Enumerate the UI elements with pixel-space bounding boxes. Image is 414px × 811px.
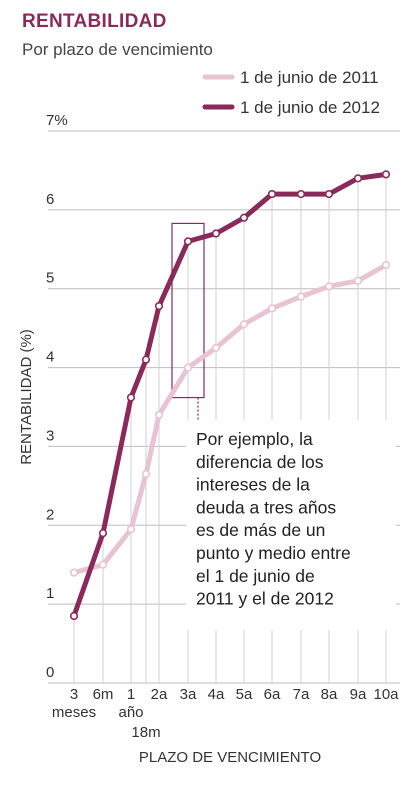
data-point — [353, 174, 363, 183]
data-point — [211, 343, 221, 352]
y-tick-label: 4 — [46, 349, 54, 366]
data-point — [141, 469, 151, 479]
data-point — [183, 237, 193, 246]
x-tick-label: 5a — [236, 686, 253, 703]
data-point — [98, 560, 108, 569]
x-tick-label: 3 — [70, 686, 78, 703]
x-tick-label: 4a — [208, 686, 225, 703]
data-point — [324, 282, 334, 291]
annotation-box — [186, 420, 396, 630]
data-point — [141, 355, 151, 364]
series-lines — [69, 170, 391, 621]
data-point — [239, 213, 249, 222]
data-point — [126, 393, 136, 402]
x-tick-label: 1 — [127, 686, 135, 703]
annotation-line: 2011 y el de 2012 — [196, 589, 334, 609]
x-tick-label: 6m — [93, 686, 114, 703]
data-point — [154, 301, 164, 311]
x-axis-title: PLAZO DE VENCIMIENTO — [139, 749, 321, 766]
x-tick-label: 7a — [293, 686, 310, 703]
data-point — [267, 304, 277, 313]
highlight-box — [171, 222, 205, 422]
annotation-line: deuda a tres años — [196, 497, 336, 517]
data-point — [267, 189, 277, 199]
axis-titles: RENTABILIDAD (%) PLAZO DE VENCIMIENTO — [18, 329, 321, 766]
annotation-line: es de más de un — [196, 520, 325, 540]
data-point — [296, 292, 306, 301]
annotation-line: Por ejemplo, la — [196, 429, 313, 449]
x-tick-label: 9a — [350, 686, 367, 703]
annotation-line: el 1 de junio de — [196, 566, 315, 586]
legend: 1 de junio de 2011 1 de junio de 2012 — [202, 68, 380, 117]
y-axis-title: RENTABILIDAD (%) — [18, 329, 35, 465]
annotation-line: diferencia de los — [196, 452, 324, 472]
x-tick-label: año — [118, 704, 143, 721]
y-tick-label: 0 — [46, 664, 54, 681]
data-point — [69, 611, 79, 621]
x-tick-label: 8a — [321, 686, 338, 703]
x-tick-label: 10a — [373, 686, 399, 703]
annotation-line: punto y medio entre — [196, 543, 351, 563]
annotation-text: Por ejemplo, la diferencia de los interese… — [196, 429, 351, 609]
highlight-rect — [171, 222, 205, 399]
x-tick-label: 3a — [180, 686, 197, 703]
chart-subtitle: Por plazo de vencimiento — [22, 40, 213, 59]
data-point — [381, 260, 391, 270]
data-point — [183, 363, 193, 372]
chart-title: RENTABILIDAD — [22, 11, 167, 32]
x-tick-label: 6a — [264, 686, 281, 703]
data-point — [381, 170, 391, 179]
data-point — [126, 525, 136, 534]
legend-label: 1 de junio de 2011 — [240, 68, 379, 87]
x-tick-label: 2a — [151, 686, 168, 703]
data-point — [154, 410, 164, 419]
y-tick-label: 3 — [46, 427, 54, 444]
data-point — [211, 229, 221, 238]
data-point — [98, 529, 108, 538]
x-tick-label: meses — [52, 704, 96, 721]
annotation-line: intereses de la — [196, 475, 310, 495]
data-point — [324, 189, 334, 199]
y-tick-label: 6 — [46, 191, 54, 208]
y-tick-label: 2 — [46, 506, 54, 523]
y-tick-label: 5 — [46, 270, 54, 287]
data-point — [69, 568, 79, 577]
annotation-background — [186, 420, 396, 683]
data-point — [296, 189, 306, 199]
y-tick-label: 7% — [46, 112, 68, 129]
data-point — [353, 276, 363, 285]
legend-label: 1 de junio de 2012 — [240, 98, 380, 117]
y-tick-label: 1 — [46, 585, 54, 602]
y-tick-labels: 0 1 2 3 4 5 6 7% — [46, 112, 68, 681]
x-tick-label: 18m — [131, 724, 160, 741]
data-point — [239, 320, 249, 329]
